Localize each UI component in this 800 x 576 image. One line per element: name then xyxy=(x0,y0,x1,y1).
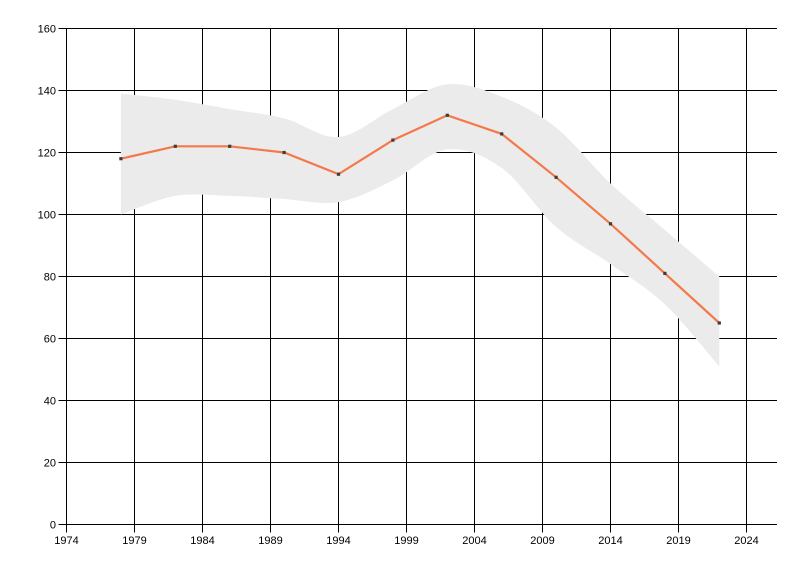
y-axis-tick-label: 20 xyxy=(44,458,56,470)
data-point-marker xyxy=(173,144,177,148)
x-axis-tick-label: 2009 xyxy=(530,535,554,547)
x-axis-tick-label: 1994 xyxy=(326,535,350,547)
x-axis-tick-label: 1999 xyxy=(394,535,418,547)
data-point-marker xyxy=(445,113,449,117)
data-point-marker xyxy=(282,150,286,155)
x-axis-tick-label: 1974 xyxy=(54,535,78,547)
x-axis-tick-label: 2004 xyxy=(462,535,486,547)
x-axis-tick-label: 2024 xyxy=(734,535,758,547)
x-axis-tick-label: 1984 xyxy=(190,535,214,547)
data-point-marker xyxy=(500,132,504,136)
uncertainty-band xyxy=(120,83,720,367)
data-point-marker xyxy=(336,172,341,176)
y-axis-tick-label: 0 xyxy=(50,520,56,532)
data-point-marker xyxy=(554,175,558,179)
y-axis-tick-label: 40 xyxy=(44,396,56,408)
x-axis-tick-label: 1989 xyxy=(258,535,282,547)
x-axis-tick-label: 1979 xyxy=(122,535,146,547)
data-point-marker xyxy=(228,144,232,148)
data-point-marker xyxy=(119,157,123,161)
data-point-marker xyxy=(608,222,613,226)
series-line-main-series xyxy=(120,114,721,324)
y-axis-tick-label: 60 xyxy=(44,334,56,346)
y-axis-tick-label: 120 xyxy=(38,148,56,160)
y-axis-tick-label: 80 xyxy=(44,272,56,284)
y-axis-tick-label: 140 xyxy=(38,86,56,98)
data-point-marker xyxy=(391,138,395,142)
data-point-marker xyxy=(717,321,721,325)
x-axis-tick-label: 2014 xyxy=(598,535,622,547)
y-axis-tick-label: 160 xyxy=(38,24,56,36)
x-axis-tick-label: 2019 xyxy=(666,535,690,547)
y-axis-tick-label: 100 xyxy=(38,210,56,222)
data-point-marker xyxy=(663,271,667,275)
